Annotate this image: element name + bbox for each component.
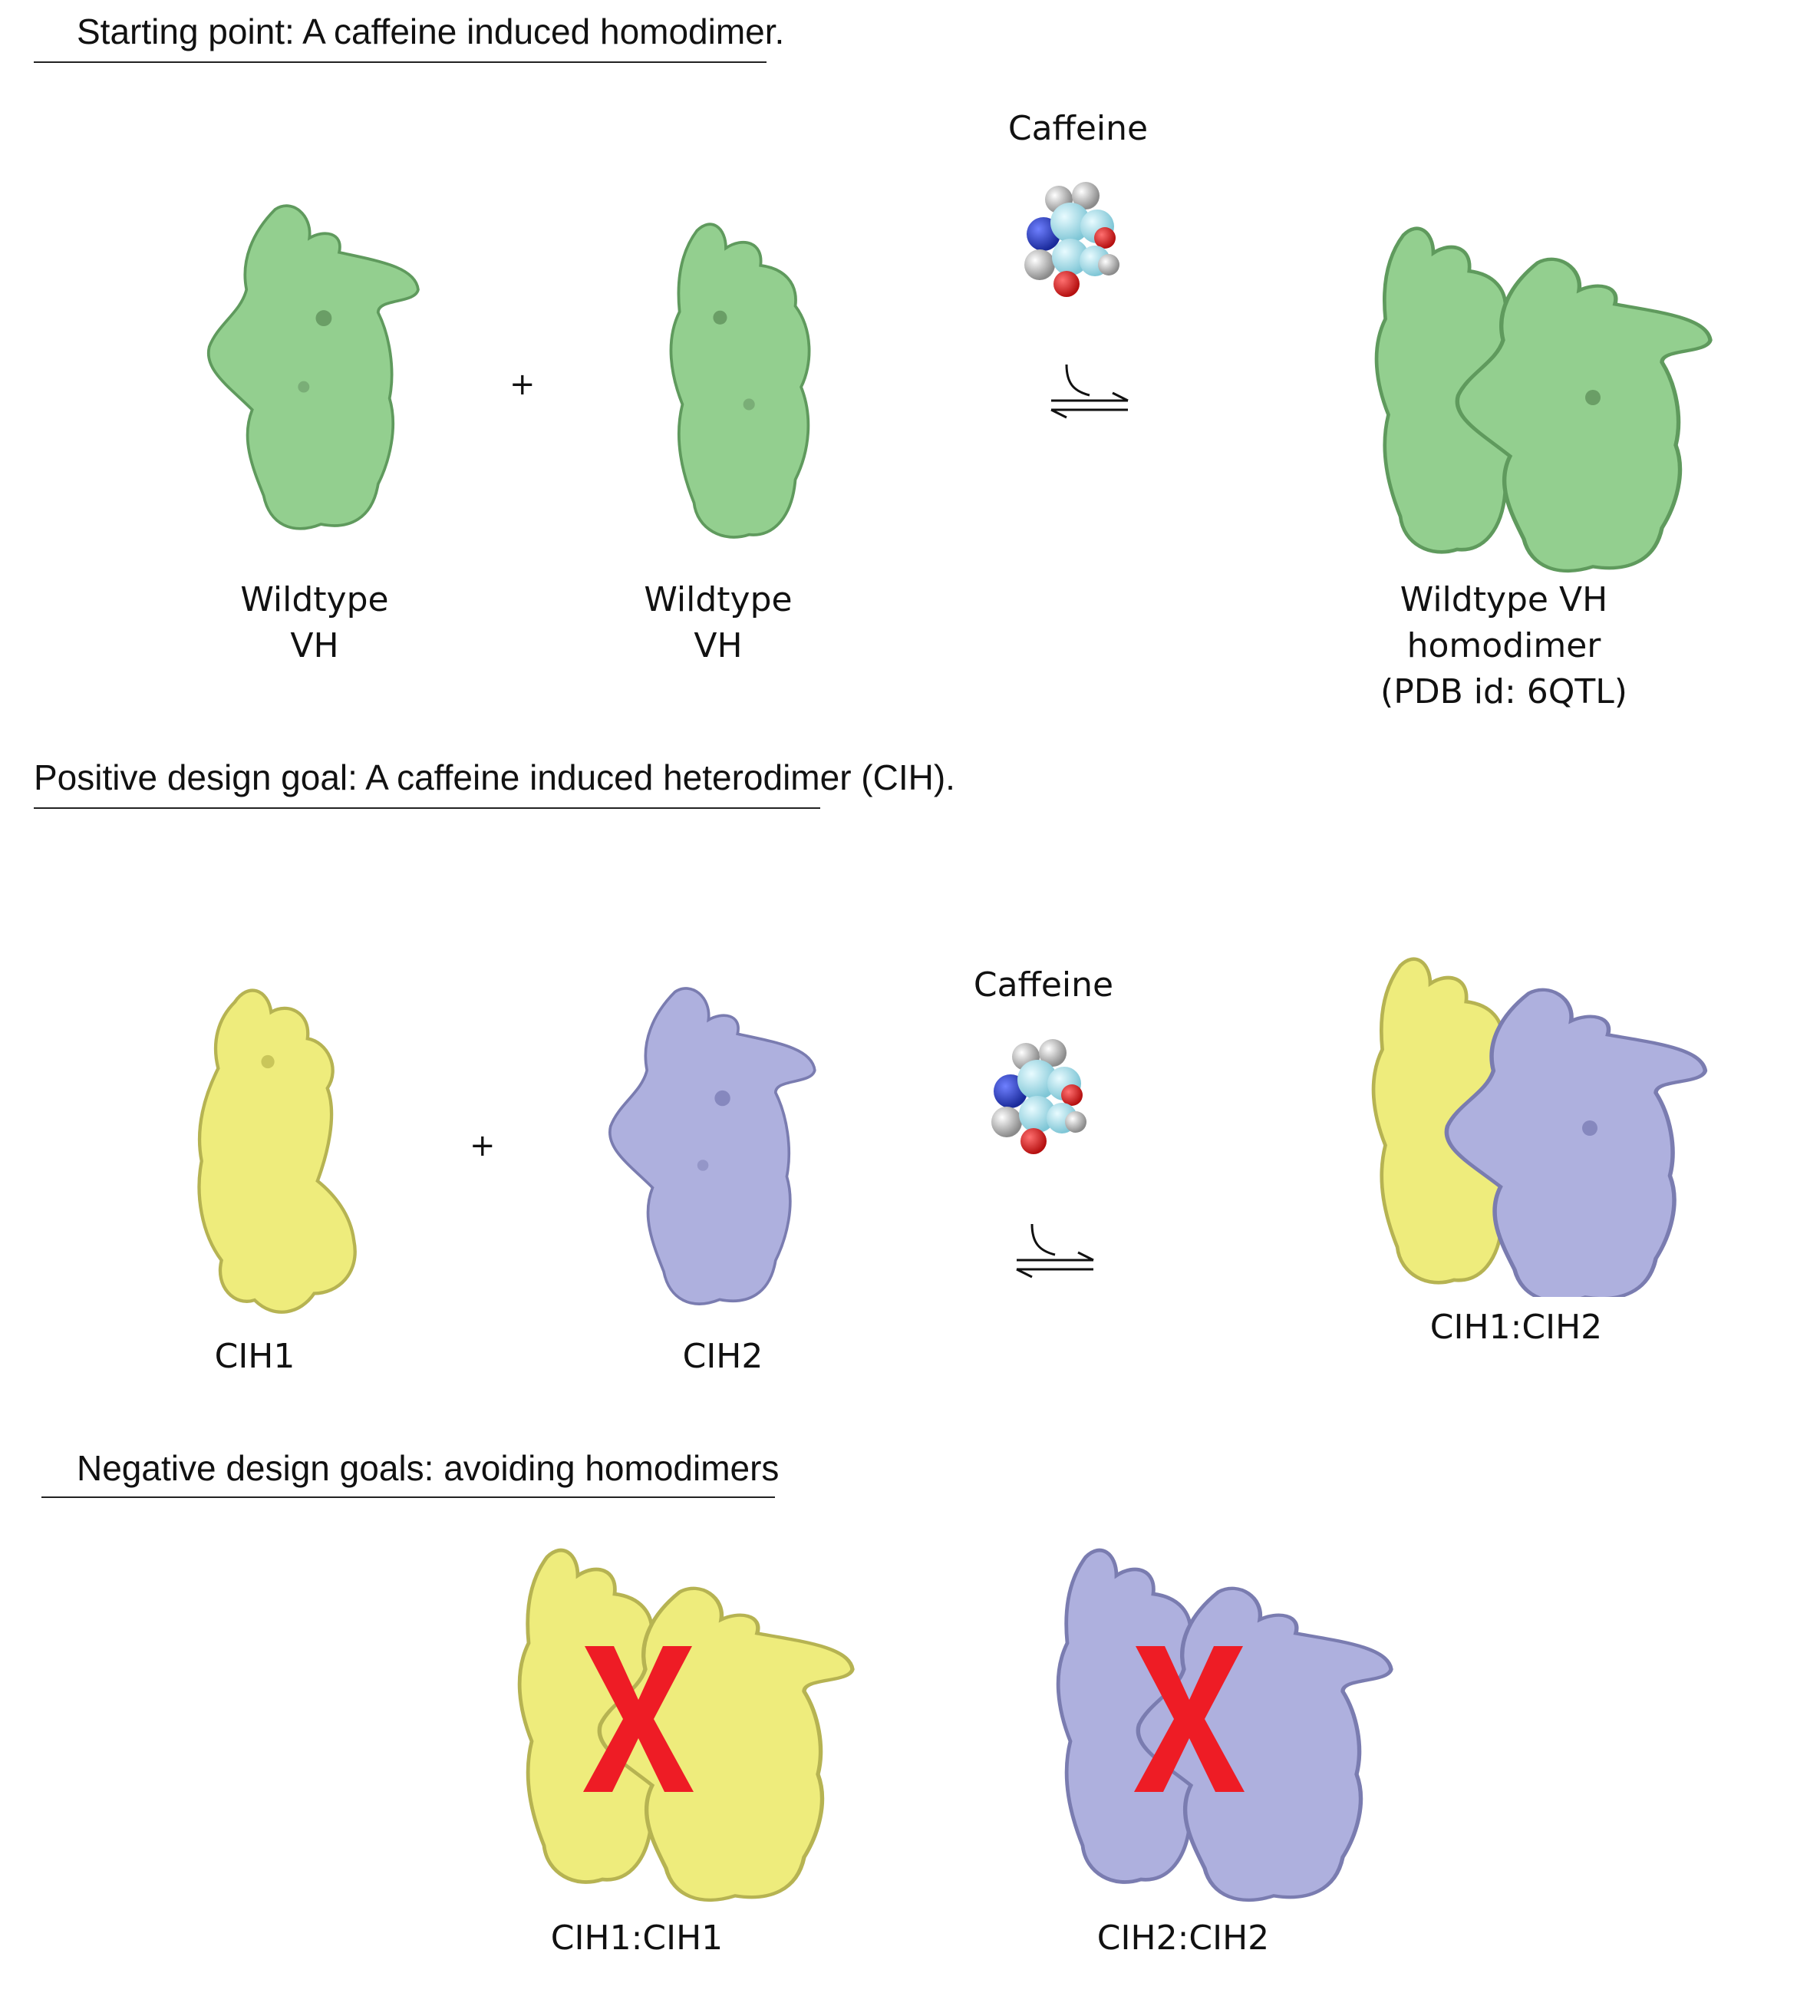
section1-heading: Starting point: A caffeine induced homod… — [77, 12, 785, 51]
cih1-cih1-label: CIH1:CIH1 — [550, 1919, 724, 1958]
section2-heading: Positive design goal: A caffeine induced… — [34, 757, 955, 797]
caffeine-molecule-2 — [991, 1039, 1086, 1154]
wildtype-vh-left-label-line2: VH — [290, 626, 339, 665]
cih2-cih2-label: CIH2:CIH2 — [1096, 1919, 1270, 1958]
wildtype-vh-right-label-line1: Wildtype — [644, 580, 793, 619]
equilibrium-arrows-2 — [1016, 1223, 1094, 1279]
cih1-cih2-label: CIH1:CIH2 — [1429, 1308, 1603, 1347]
wildtype-vh-monomer-right — [669, 223, 811, 539]
cih2-monomer — [608, 987, 816, 1305]
cih1-label: CIH1 — [214, 1337, 295, 1376]
wildtype-vh-homodimer — [1340, 213, 1716, 574]
homodimer-label: Wildtype VH homodimer (PDB id: 6QTL) — [1373, 577, 1634, 715]
section3-heading: Negative design goals: avoiding homodime… — [77, 1448, 780, 1488]
homodimer-label-line2: homodimer — [1406, 626, 1601, 665]
caffeine-label-1: Caffeine — [1007, 109, 1149, 148]
wildtype-vh-monomer-left — [206, 204, 420, 530]
wildtype-vh-left-label-line1: Wildtype — [240, 580, 389, 619]
cih2-label: CIH2 — [682, 1337, 763, 1376]
section2-underline — [34, 807, 820, 809]
caffeine-label-2: Caffeine — [973, 965, 1114, 1005]
homodimer-label-line1: Wildtype VH — [1400, 580, 1608, 619]
cross-mark-icon — [583, 1646, 694, 1792]
plus-sign-2: + — [470, 1128, 496, 1163]
section3-underline — [41, 1496, 775, 1498]
cross-mark-icon — [1134, 1646, 1245, 1792]
plus-sign-1: + — [509, 367, 536, 402]
cih1-cih2-heterodimer — [1337, 944, 1713, 1297]
cih1-monomer — [163, 982, 393, 1320]
wildtype-vh-right-label-line2: VH — [694, 626, 743, 665]
caffeine-molecule-1 — [1024, 182, 1119, 297]
wildtype-vh-left-label: Wildtype VH — [199, 577, 430, 669]
wildtype-vh-right-label: Wildtype VH — [603, 577, 833, 669]
section1-underline — [34, 61, 767, 63]
homodimer-label-line3: (PDB id: 6QTL) — [1380, 672, 1627, 711]
equilibrium-arrows-1 — [1050, 364, 1129, 419]
